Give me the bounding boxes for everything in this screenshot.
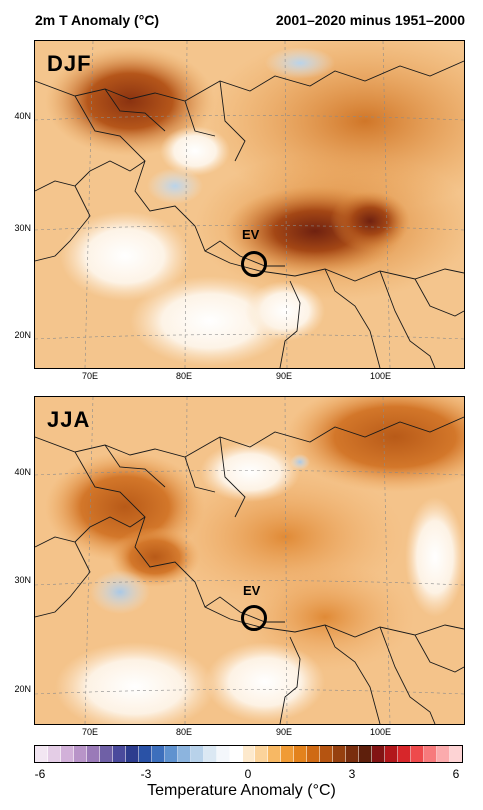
colorbar-swatch: [307, 746, 321, 762]
colorbar-label: Temperature Anomaly (°C): [147, 782, 336, 799]
ev-label-djf: EV: [242, 227, 260, 242]
colorbar: [34, 745, 463, 763]
colorbar-swatch: [99, 746, 113, 762]
period-subtitle: 2001–2020 minus 1951–2000: [275, 12, 465, 28]
colorbar-swatch: [255, 746, 269, 762]
lat-label-20n: 20N: [14, 330, 31, 340]
colorbar-swatch: [35, 746, 48, 762]
colorbar-swatch: [359, 746, 373, 762]
ev-marker-jja: [241, 605, 267, 631]
ev-marker-djf: [241, 251, 267, 277]
colorbar-swatch: [242, 746, 256, 762]
colorbar-swatch: [151, 746, 165, 762]
colorbar-tick-6: 6: [452, 767, 460, 781]
colorbar-swatch: [346, 746, 360, 762]
colorbar-tick-0: 0: [244, 767, 252, 781]
colorbar-swatch: [125, 746, 139, 762]
anomaly-field-jja: [35, 397, 464, 724]
colorbar-swatch: [372, 746, 386, 762]
colorbar-swatch: [281, 746, 295, 762]
colorbar-swatch: [164, 746, 178, 762]
lon-label-70e: 70E: [82, 371, 99, 381]
map-panel-djf: DJF EV: [34, 40, 465, 369]
colorbar-swatch: [333, 746, 347, 762]
lon-label-80e: 80E: [176, 371, 193, 381]
lon-label-70e-jja: 70E: [82, 727, 99, 737]
colorbar-tick-minus3: -3: [140, 767, 152, 781]
lat-label-40n-jja: 40N: [14, 467, 31, 477]
colorbar-swatch: [385, 746, 399, 762]
anomaly-field-djf: [35, 41, 464, 368]
lon-label-100e: 100E: [370, 371, 392, 381]
colorbar-swatch: [73, 746, 87, 762]
season-label-djf: DJF: [47, 51, 92, 76]
colorbar-swatch: [60, 746, 74, 762]
colorbar-swatch: [320, 746, 334, 762]
colorbar-swatch: [216, 746, 230, 762]
lon-label-90e-jja: 90E: [276, 727, 293, 737]
colorbar-swatch: [229, 746, 243, 762]
colorbar-swatch: [47, 746, 61, 762]
colorbar-swatch: [112, 746, 126, 762]
colorbar-swatch: [398, 746, 412, 762]
colorbar-swatch: [190, 746, 204, 762]
lon-label-90e: 90E: [276, 371, 293, 381]
season-label-jja: JJA: [47, 407, 91, 432]
colorbar-swatch: [203, 746, 217, 762]
figure-title: 2m T Anomaly (°C): [35, 12, 160, 28]
lat-label-30n: 30N: [14, 223, 31, 233]
colorbar-tick-3: 3: [348, 767, 356, 781]
colorbar-swatch: [411, 746, 425, 762]
colorbar-tick-minus6: -6: [34, 767, 46, 781]
map-panel-jja: JJA EV: [34, 396, 465, 725]
colorbar-swatch: [424, 746, 438, 762]
colorbar-swatch: [268, 746, 282, 762]
ev-label-jja: EV: [243, 583, 261, 598]
colorbar-swatch: [294, 746, 308, 762]
colorbar-swatch: [437, 746, 450, 762]
colorbar-swatch: [138, 746, 152, 762]
lat-label-40n: 40N: [14, 111, 31, 121]
lon-label-80e-jja: 80E: [176, 727, 193, 737]
lat-label-30n-jja: 30N: [14, 575, 31, 585]
colorbar-swatch: [450, 746, 462, 762]
colorbar-swatch: [177, 746, 191, 762]
lon-label-100e-jja: 100E: [370, 727, 392, 737]
colorbar-swatch: [86, 746, 100, 762]
lat-label-20n-jja: 20N: [14, 684, 31, 694]
